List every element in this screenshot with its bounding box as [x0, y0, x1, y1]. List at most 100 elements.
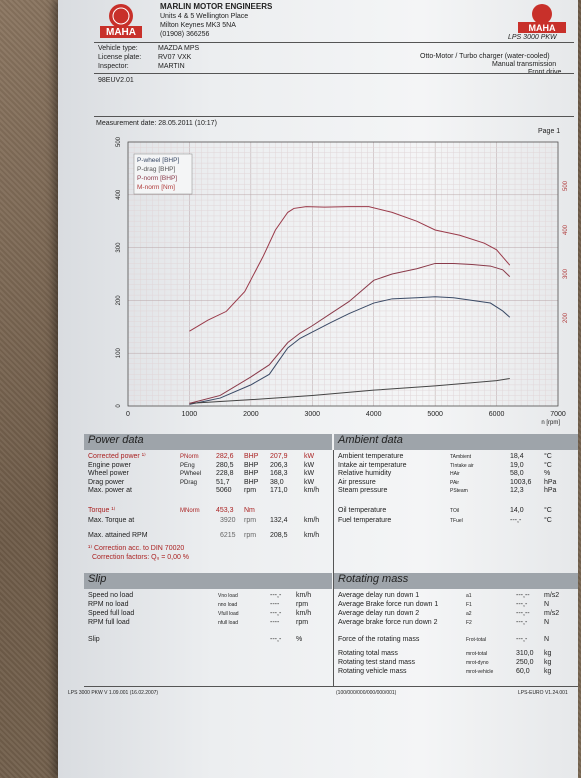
slip-row-unit: rpm	[296, 601, 309, 608]
column-divider	[333, 450, 334, 686]
power-row-label: Drag power	[88, 478, 125, 486]
x-tick-label: 3000	[304, 411, 320, 418]
power-row-unit-1: BHP	[244, 478, 259, 486]
ambient-row-value: ---,-	[510, 516, 522, 524]
rotating-row-symbol: Frot-total	[466, 637, 487, 643]
ambient-data-title: Ambient data	[338, 434, 403, 446]
power-row-value-1: 282,6	[216, 453, 234, 460]
power-row-unit-2: kW	[304, 478, 315, 486]
x-tick-label: 5000	[427, 411, 443, 418]
rotating-row-symbol: F1	[466, 602, 472, 608]
ambient-row-value: 14,0	[510, 507, 524, 514]
slip-row-value: ---,-	[270, 610, 282, 617]
ambient-row-unit: hPa	[544, 487, 557, 494]
rotating-row-value: ---,-	[516, 636, 528, 643]
max-rpm-label: Max. attained RPM	[88, 532, 148, 539]
ambient-row-unit: hPa	[544, 478, 557, 486]
power-row-unit-2: kW	[304, 470, 315, 477]
slip-row-label: RPM full load	[88, 619, 130, 626]
ambient-row-symbol: TFuel	[450, 517, 463, 524]
max-torque-label: Max. Torque at	[88, 517, 135, 524]
x-tick-label: 4000	[366, 411, 382, 418]
y-tick-label-left: 200	[116, 295, 122, 306]
footer-right: LPS-EURO V1.24.001	[518, 690, 568, 696]
x-tick-label: 0	[126, 411, 130, 418]
max-torque-speed-unit: km/h	[304, 517, 320, 524]
rotating-row-label: Average delay run down 2	[338, 610, 420, 617]
ambient-row-label: Fuel temperature	[338, 516, 392, 524]
rotating-row-label: Rotating vehicle mass	[338, 668, 407, 675]
rotating-row-label: Rotating test stand mass	[338, 659, 416, 666]
rotating-row-value: ---,-	[516, 619, 528, 626]
rotating-row-unit: m/s2	[544, 610, 560, 617]
max-rpm-speed: 208,5	[270, 532, 288, 539]
license-plate-value: RV07 VXK	[158, 54, 192, 61]
divider	[84, 686, 578, 687]
rotating-row-value: ---,-	[516, 601, 528, 608]
rotating-row-unit: N	[544, 601, 550, 608]
power-row-value-2: 206,3	[270, 461, 288, 469]
rotating-row-label: Average brake force run down 2	[338, 619, 438, 626]
rotating-row-value: ---,--	[516, 610, 530, 617]
vehicle-type-label: Vehicle type:	[98, 45, 138, 52]
divider	[94, 116, 574, 117]
slip-row-value: ----	[270, 601, 280, 608]
rotating-row-value: 250,0	[516, 659, 534, 666]
max-torque-speed: 132,4	[270, 517, 288, 524]
power-row-unit-2: kW	[304, 453, 315, 460]
power-row-label: Engine power	[88, 461, 131, 469]
y-tick-label-right: 500	[563, 180, 569, 191]
section-bar	[334, 434, 578, 450]
power-row-value-2: 38,0	[270, 478, 284, 486]
series-line-1	[189, 378, 510, 404]
rotating-row-unit: N	[544, 619, 550, 626]
slip-row-symbol: nno load	[218, 602, 238, 608]
rotating-row-label: Force of the rotating mass	[338, 636, 420, 643]
ambient-row-value: 19,0	[510, 461, 524, 469]
ambient-row-label: Relative humidity	[338, 470, 392, 477]
vehicle-type-value: MAZDA MPS	[158, 45, 200, 52]
rotating-row-unit: m/s2	[544, 592, 560, 599]
transmission: Manual transmission	[492, 61, 557, 68]
legend-entry: P-drag [BHP]	[137, 166, 175, 173]
torque-label: Torque ¹⁾	[88, 507, 116, 514]
y-tick-label-left: 300	[116, 242, 122, 253]
ambient-row-value: 12,3	[510, 487, 524, 494]
correction-note: ¹⁾ Correction acc. to DIN 70020	[88, 545, 185, 552]
maha-logo-right: MAHA	[514, 2, 570, 42]
series-line-2	[189, 262, 511, 404]
divider	[94, 42, 574, 43]
slip-row-label: RPM no load	[88, 601, 129, 608]
power-row-value-2: 207,9	[270, 453, 288, 460]
rotating-row-label: Average Brake force run down 1	[338, 601, 439, 608]
rotating-row-value: 310,0	[516, 650, 534, 657]
ambient-row-label: Oil temperature	[338, 507, 387, 514]
ambient-row-label: Intake air temperature	[338, 461, 407, 469]
slip-row-symbol: Vno load	[218, 593, 238, 599]
max-torque-rpm-unit: rpm	[244, 517, 257, 524]
torque-value: 453,3	[216, 507, 234, 514]
license-plate-label: License plate:	[98, 54, 142, 61]
power-row-unit-1: BHP	[244, 470, 259, 477]
x-tick-label: 2000	[243, 411, 259, 418]
power-row-label: Corrected power ¹⁾	[88, 453, 146, 460]
correction-factors: Correction factors: Qᵤ = 0,00 %	[92, 554, 190, 561]
power-row-value-1: 228,8	[216, 470, 234, 477]
torque-symbol: MNorm	[180, 508, 200, 514]
ambient-row-unit: °C	[544, 453, 552, 460]
series-line-3	[189, 206, 511, 332]
legend-entry: M-norm [Nm]	[137, 184, 175, 191]
rotating-row-unit: kg	[544, 659, 552, 666]
ambient-row-unit: °C	[544, 507, 552, 514]
legend-entry: P-norm [BHP]	[137, 175, 177, 182]
page-number: Page 1	[538, 128, 561, 135]
ambient-row-symbol: PAir	[450, 479, 460, 486]
dyno-sheet: MAHA MARLIN MOTOR ENGINEERS Units 4 & 5 …	[58, 0, 578, 778]
slip-row-label: Speed no load	[88, 592, 134, 599]
ambient-row-value: 18,4	[510, 453, 524, 460]
power-row-unit-1: BHP	[244, 453, 259, 460]
y-tick-label-left: 100	[116, 348, 122, 359]
power-row-value-2: 171,0	[270, 487, 288, 494]
y-tick-label-left: 400	[116, 189, 122, 200]
rotating-row-symbol: mrot-total	[466, 651, 488, 657]
